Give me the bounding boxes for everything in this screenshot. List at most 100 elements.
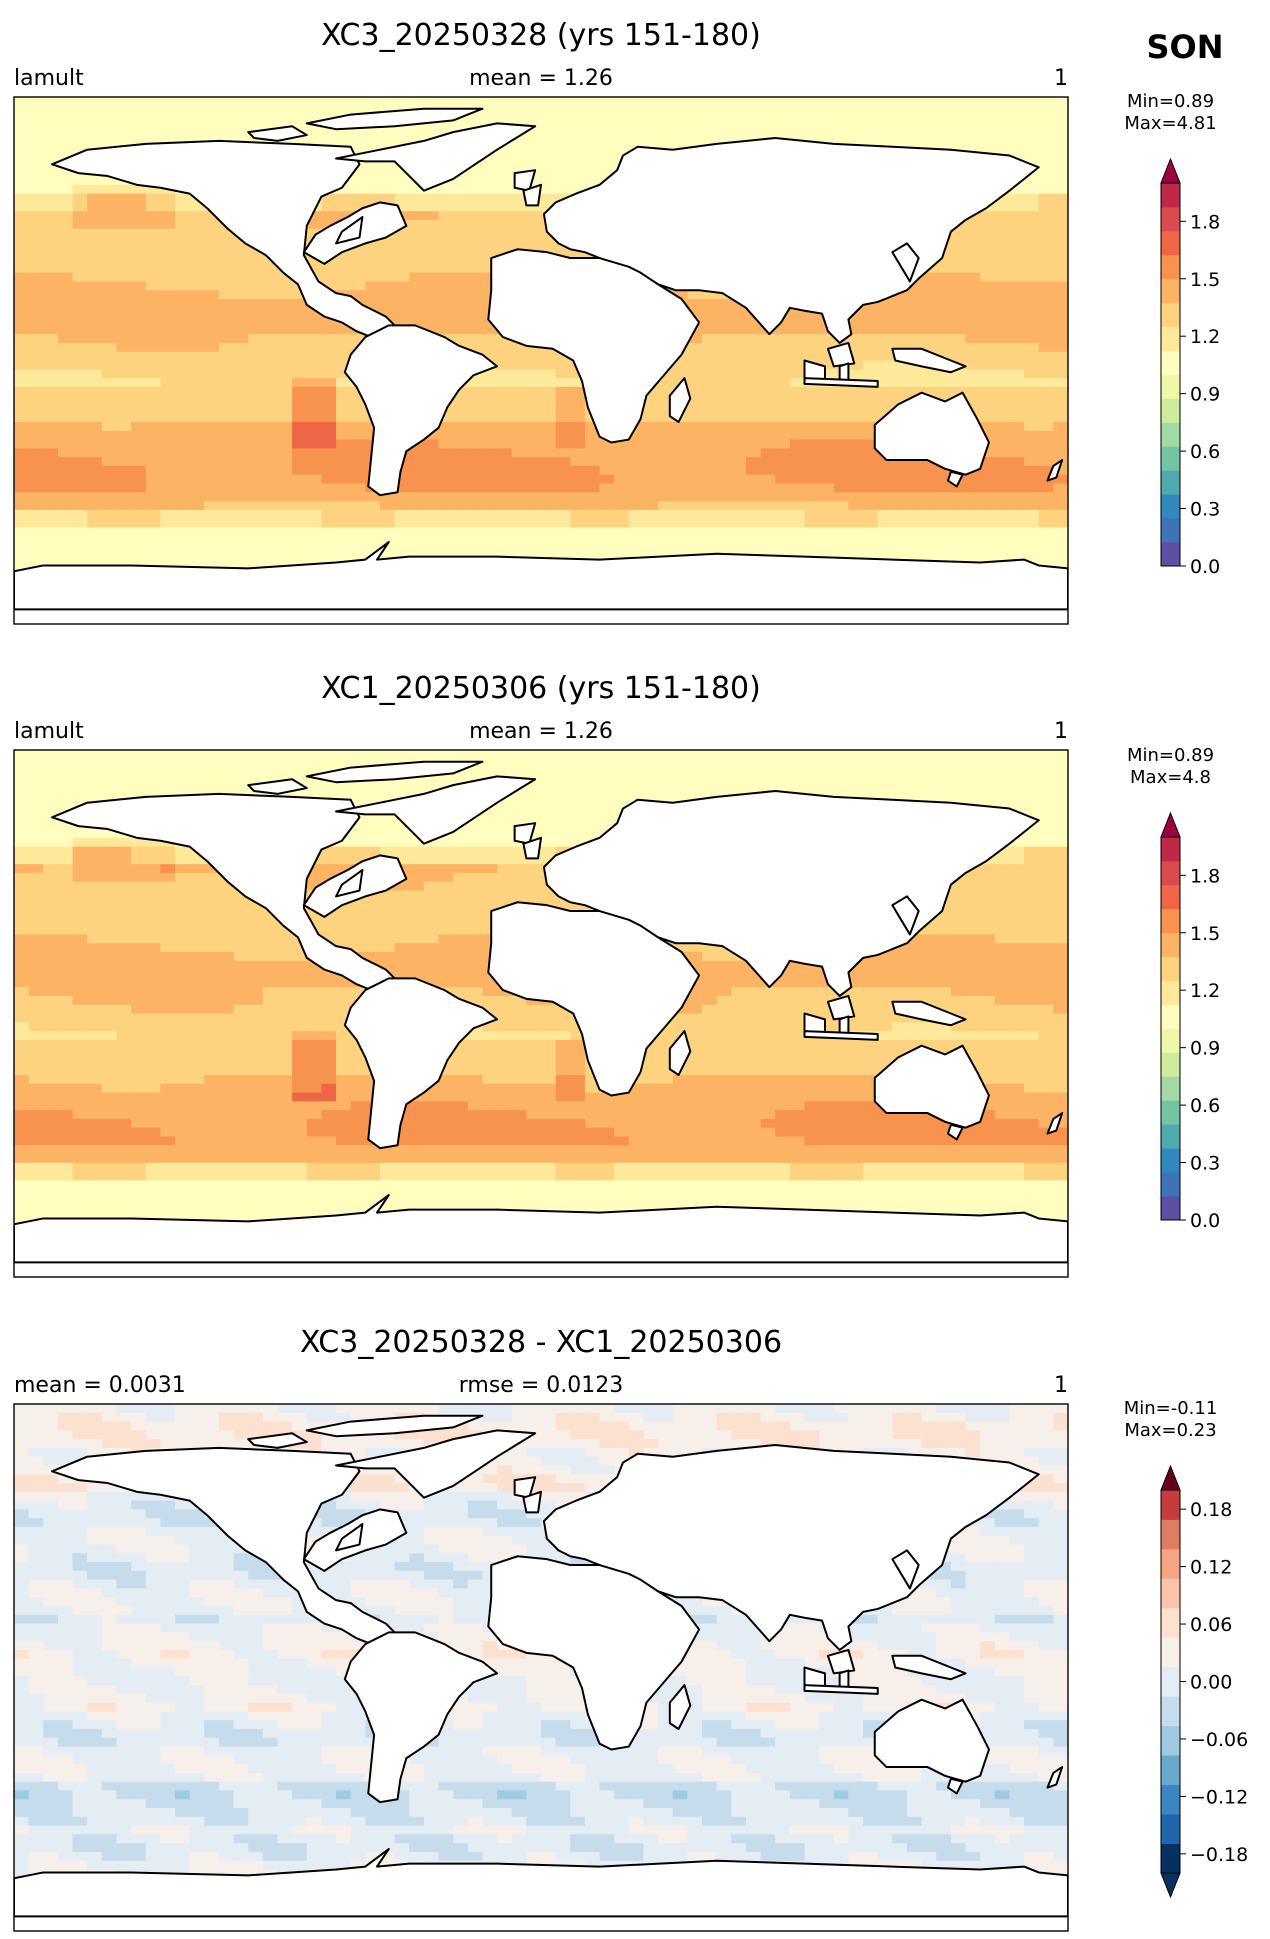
field-cell bbox=[292, 465, 308, 476]
field-cell bbox=[57, 140, 74, 151]
field-cell bbox=[350, 758, 366, 769]
field-cell bbox=[848, 123, 864, 133]
field-cell bbox=[775, 518, 791, 528]
field-cell bbox=[775, 97, 791, 107]
field-cell bbox=[14, 776, 30, 786]
field-cell bbox=[628, 509, 645, 520]
field-cell bbox=[14, 492, 30, 502]
field-cell bbox=[72, 395, 88, 406]
field-cell bbox=[160, 421, 176, 432]
colorbar-level bbox=[1161, 206, 1180, 232]
field-cell bbox=[965, 281, 981, 291]
field-cell bbox=[921, 105, 937, 116]
field-cell bbox=[57, 785, 74, 795]
field-cell bbox=[453, 474, 469, 485]
field-cell bbox=[848, 758, 864, 769]
field-cell bbox=[204, 114, 220, 124]
field-cell bbox=[1009, 509, 1025, 520]
field-cell bbox=[306, 228, 323, 239]
field-cell bbox=[994, 299, 1011, 309]
field-cell bbox=[233, 360, 249, 370]
field-cell bbox=[804, 474, 820, 485]
field-cell bbox=[131, 334, 147, 344]
field-cell bbox=[921, 527, 937, 537]
field-cell bbox=[599, 758, 615, 769]
field-cell bbox=[453, 606, 469, 616]
field-cell bbox=[160, 413, 176, 423]
field-cell bbox=[482, 211, 498, 221]
field-cell bbox=[643, 518, 659, 528]
field-cell bbox=[614, 457, 630, 467]
field-cell bbox=[819, 606, 835, 616]
field-cell bbox=[453, 325, 469, 335]
field-cell bbox=[863, 307, 879, 318]
field-cell bbox=[87, 334, 103, 344]
field-cell bbox=[555, 184, 571, 195]
field-cell bbox=[877, 615, 893, 624]
field-cell bbox=[423, 246, 440, 256]
field-cell bbox=[658, 105, 674, 116]
field-cell bbox=[57, 255, 74, 265]
field-cell bbox=[526, 785, 542, 795]
field-cell bbox=[394, 237, 410, 247]
field-cell bbox=[994, 767, 1011, 777]
field-cell bbox=[218, 360, 235, 370]
field-cell bbox=[423, 316, 440, 326]
field-cell bbox=[233, 105, 249, 116]
field-cell bbox=[980, 105, 996, 116]
field-cell bbox=[1038, 307, 1054, 318]
field-cell bbox=[819, 544, 835, 555]
field-cell bbox=[936, 750, 952, 760]
field-cell bbox=[980, 492, 996, 502]
field-cell bbox=[848, 351, 864, 362]
field-cell bbox=[936, 785, 952, 795]
field-cell bbox=[87, 325, 103, 335]
field-cell bbox=[423, 193, 440, 203]
field-cell bbox=[702, 536, 718, 546]
field-cell bbox=[482, 369, 498, 379]
field-cell bbox=[306, 606, 323, 616]
field-cell bbox=[28, 750, 44, 760]
field-cell bbox=[336, 395, 352, 406]
field-cell bbox=[863, 483, 879, 493]
field-cell bbox=[1053, 97, 1068, 107]
field-cell bbox=[1024, 97, 1040, 107]
field-cell bbox=[497, 430, 513, 441]
field-cell bbox=[321, 413, 337, 423]
field-cell bbox=[145, 255, 161, 265]
field-cell bbox=[131, 211, 147, 221]
field-cell bbox=[584, 167, 601, 177]
field-cell bbox=[570, 750, 586, 760]
field-cell bbox=[321, 750, 337, 760]
field-cell bbox=[980, 290, 996, 300]
field-cell bbox=[394, 615, 410, 624]
field-cell bbox=[804, 97, 820, 107]
field-cell bbox=[248, 255, 264, 265]
field-cell bbox=[336, 378, 352, 388]
field-cell bbox=[14, 228, 30, 239]
field-cell bbox=[482, 176, 498, 186]
field-cell bbox=[218, 527, 235, 537]
field-cell bbox=[584, 421, 601, 432]
field-cell bbox=[760, 351, 776, 362]
field-cell bbox=[1053, 474, 1068, 485]
field-cell bbox=[14, 820, 30, 830]
field-cell bbox=[233, 325, 249, 335]
field-cell bbox=[745, 518, 762, 528]
field-cell bbox=[145, 211, 161, 221]
field-cell bbox=[863, 767, 879, 777]
field-cell bbox=[131, 758, 147, 769]
field-cell bbox=[248, 758, 264, 769]
field-cell bbox=[555, 360, 571, 370]
field-cell bbox=[921, 492, 937, 502]
field-cell bbox=[72, 527, 88, 537]
field-cell bbox=[116, 202, 132, 212]
field-cell bbox=[658, 439, 674, 449]
field-cell bbox=[526, 465, 542, 476]
field-cell bbox=[57, 299, 74, 309]
field-cell bbox=[189, 404, 205, 414]
field-cell bbox=[570, 97, 586, 107]
field-cell bbox=[511, 351, 527, 362]
field-cell bbox=[584, 492, 601, 502]
field-cell bbox=[819, 750, 835, 760]
